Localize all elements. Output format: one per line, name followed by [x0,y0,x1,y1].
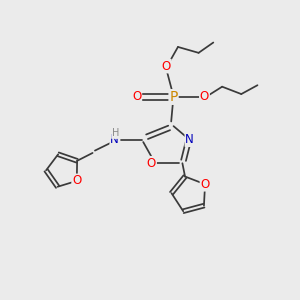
Text: O: O [147,157,156,170]
Text: O: O [72,174,81,188]
Text: H: H [112,128,119,138]
Text: O: O [132,91,141,103]
Text: N: N [185,133,194,146]
Text: O: O [200,178,210,191]
Text: O: O [162,60,171,73]
Text: O: O [200,91,209,103]
Text: N: N [110,133,119,146]
Text: P: P [169,90,178,104]
